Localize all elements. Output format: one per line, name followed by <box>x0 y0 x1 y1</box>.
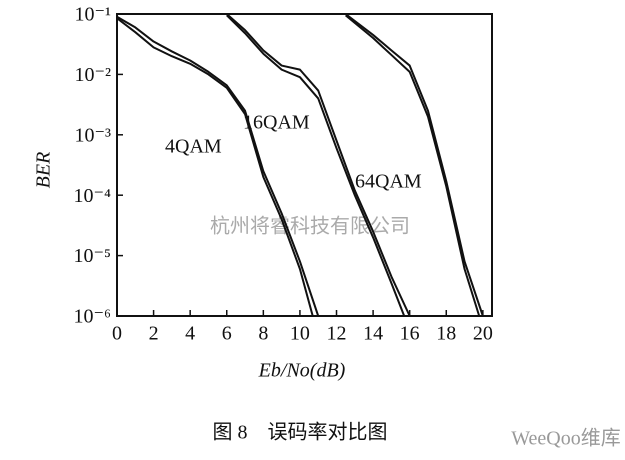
x-tick-label: 14 <box>363 323 383 345</box>
curve <box>116 15 320 317</box>
caption: 图 8 误码率对比图 <box>213 421 388 444</box>
y-tick-label: 10⁻⁶ <box>73 306 111 328</box>
annotation: 16QAM <box>243 112 310 134</box>
x-tick-label: 0 <box>112 323 122 345</box>
watermark: 杭州将睿科技有限公司 <box>210 215 410 238</box>
y-tick-label: 10⁻¹ <box>74 4 111 26</box>
x-tick-label: 4 <box>185 323 195 345</box>
curve <box>345 14 481 317</box>
y-tick-label: 10⁻² <box>74 64 111 86</box>
curve <box>226 13 411 317</box>
curve <box>345 13 484 317</box>
y-tick-label: 10⁻⁵ <box>73 245 111 267</box>
y-axis-label: BER <box>33 152 55 189</box>
plot-frame <box>116 13 493 317</box>
x-tick-label: 10 <box>290 323 310 345</box>
x-axis-label: Eb/No(dB) <box>258 360 346 382</box>
curve <box>116 17 314 317</box>
annotation: 64QAM <box>355 171 422 193</box>
x-tick-label: 6 <box>222 323 232 345</box>
site-mark: WeeQoo维库 <box>511 427 620 450</box>
x-tick-label: 18 <box>436 323 456 345</box>
curve <box>226 14 406 317</box>
y-tick-label: 10⁻⁴ <box>73 185 111 207</box>
x-tick-label: 12 <box>327 323 347 345</box>
x-tick-label: 2 <box>149 323 159 345</box>
x-tick-label: 16 <box>400 323 420 345</box>
x-tick-label: 20 <box>473 323 493 345</box>
y-tick-label: 10⁻³ <box>74 124 111 146</box>
x-tick-label: 8 <box>258 323 268 345</box>
annotation: 4QAM <box>165 136 222 158</box>
